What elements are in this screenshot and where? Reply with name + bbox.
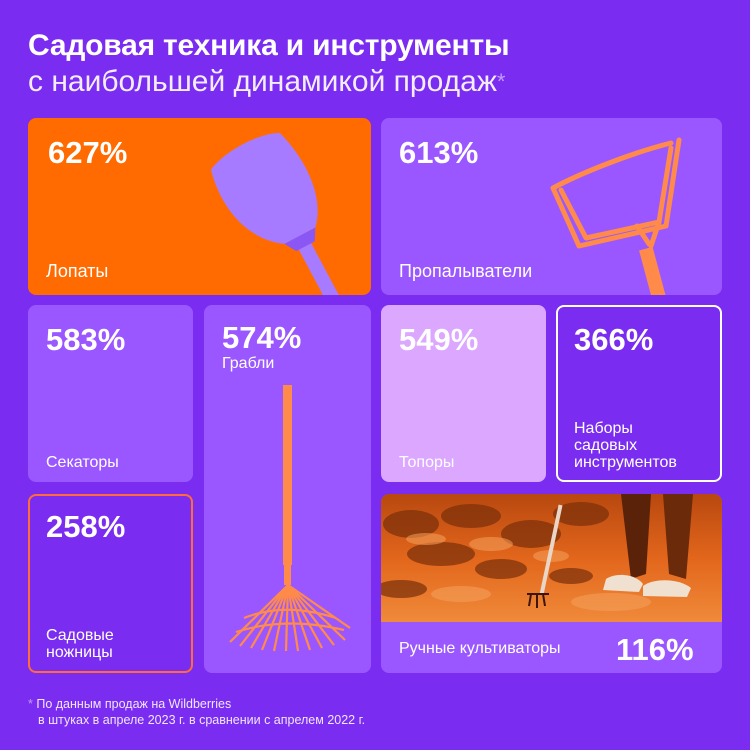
footnote-asterisk: * (28, 697, 33, 711)
shears-label-line2: ножницы (46, 644, 113, 661)
garden-soil-photo (381, 494, 722, 622)
weeder-icon (550, 137, 682, 295)
subtitle-asterisk: * (496, 69, 506, 94)
rakes-percent: 574% (222, 320, 302, 355)
sets-label-line2: садовых (574, 437, 638, 454)
pruners-label: Секаторы (46, 454, 119, 471)
axes-percent: 549% (399, 322, 479, 357)
page-subtitle: с наибольшей динамикой продаж* (28, 64, 505, 100)
weeders-label: Пропалыватели (399, 261, 533, 281)
card-tool-sets: 366% Наборы садовых инструментов (556, 305, 722, 482)
sets-percent: 366% (574, 322, 654, 357)
card-garden-shears: 258% Садовые ножницы (28, 494, 193, 673)
page-title: Садовая техника и инструменты (28, 29, 510, 62)
shovels-label: Лопаты (46, 261, 109, 281)
card-axes: 549% Топоры (381, 305, 546, 482)
sets-label-line3: инструментов (574, 454, 677, 471)
pruners-percent: 583% (46, 322, 126, 357)
footnote-line1: По данным продаж на Wildberries (36, 697, 232, 711)
sets-label-line1: Наборы (574, 420, 633, 437)
rake-icon (229, 385, 351, 652)
footnote-line2: в штуках в апреле 2023 г. в сравнении с … (38, 713, 366, 727)
shears-percent: 258% (46, 509, 126, 544)
weeders-percent: 613% (399, 135, 479, 170)
rakes-label: Грабли (222, 355, 275, 372)
card-cultivators: Ручные культиваторы 116% (381, 494, 722, 673)
cultivators-percent: 116% (616, 632, 694, 667)
card-pruners: 583% Секаторы (28, 305, 193, 482)
footnote: * По данным продаж на Wildberries в штук… (28, 696, 365, 728)
shovels-percent: 627% (48, 135, 128, 170)
card-rakes: 574% Грабли (204, 305, 371, 673)
cultivators-label: Ручные культиваторы (399, 640, 561, 657)
shovel-icon (210, 133, 343, 295)
shears-label-line1: Садовые (46, 627, 114, 644)
card-shovels: 627% Лопаты (28, 118, 371, 295)
subtitle-text: с наибольшей динамикой продаж (28, 65, 497, 98)
card-weeders: 613% Пропалыватели (381, 118, 722, 295)
axes-label: Топоры (399, 454, 455, 471)
